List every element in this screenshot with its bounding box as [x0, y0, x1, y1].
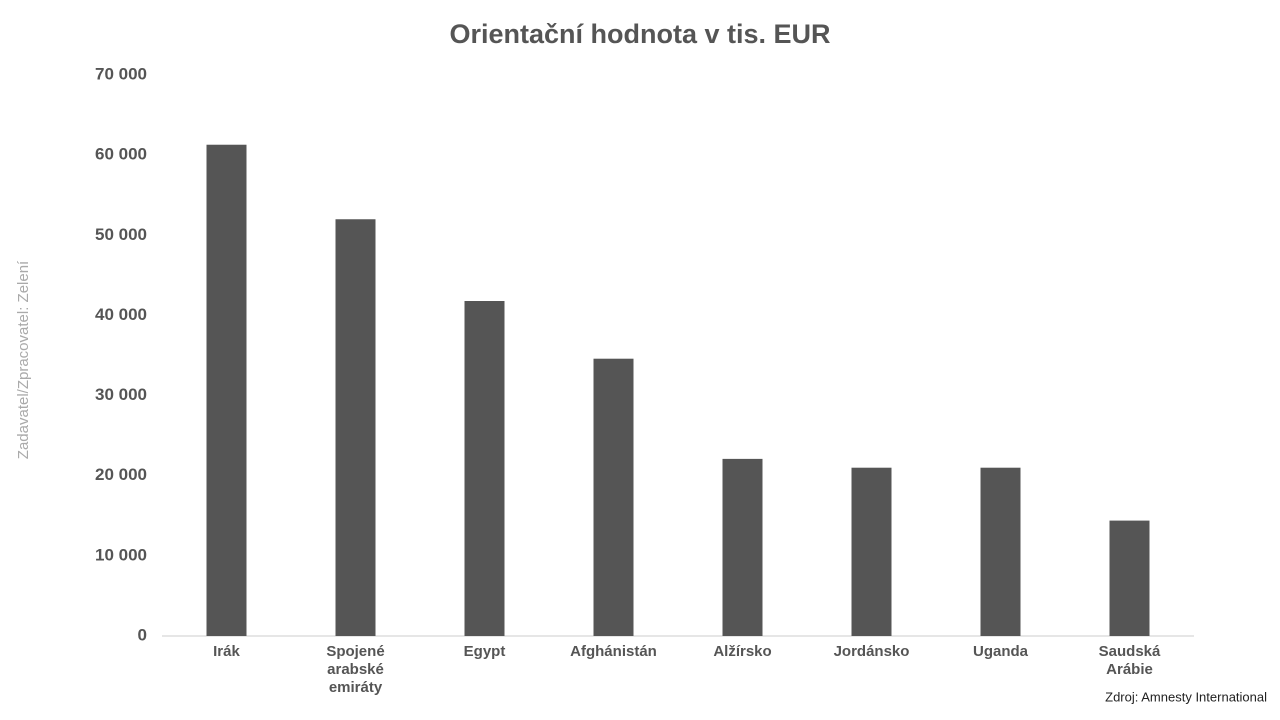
x-tick-label: Afghánistán — [570, 643, 657, 660]
x-tick-label: Egypt — [463, 643, 506, 660]
y-tick-label: 0 — [138, 625, 147, 644]
y-tick-label: 40 000 — [95, 305, 147, 324]
x-tick-label: Jordánsko — [833, 643, 910, 660]
x-tick-label: Spojené arabské emiráty — [326, 643, 385, 696]
bar — [464, 301, 505, 636]
bar — [1109, 520, 1150, 636]
bar — [206, 144, 247, 636]
bar — [722, 458, 763, 636]
source: Zdroj: Amnesty International — [1105, 689, 1267, 704]
x-tick-label: Alžírsko — [713, 643, 772, 660]
y-tick-label: 70 000 — [95, 64, 147, 83]
bar — [335, 219, 376, 636]
y-tick-label: 20 000 — [95, 465, 147, 484]
x-tick-label: Irák — [213, 643, 240, 660]
y-tick-label: 50 000 — [95, 225, 147, 244]
y-tick-label: 60 000 — [95, 145, 147, 164]
bar — [980, 467, 1021, 636]
x-tick-label: Uganda — [972, 643, 1028, 660]
bar — [593, 358, 634, 636]
y-tick-label: 30 000 — [95, 385, 147, 404]
bar — [851, 467, 892, 636]
chart-title: Orientační hodnota v tis. EUR — [449, 19, 830, 49]
x-tick-label: Saudská Arábie — [1098, 643, 1161, 678]
side-note: Zadavatel/Zpracovatel: Zelení — [15, 260, 32, 459]
y-tick-label: 10 000 — [95, 545, 147, 564]
